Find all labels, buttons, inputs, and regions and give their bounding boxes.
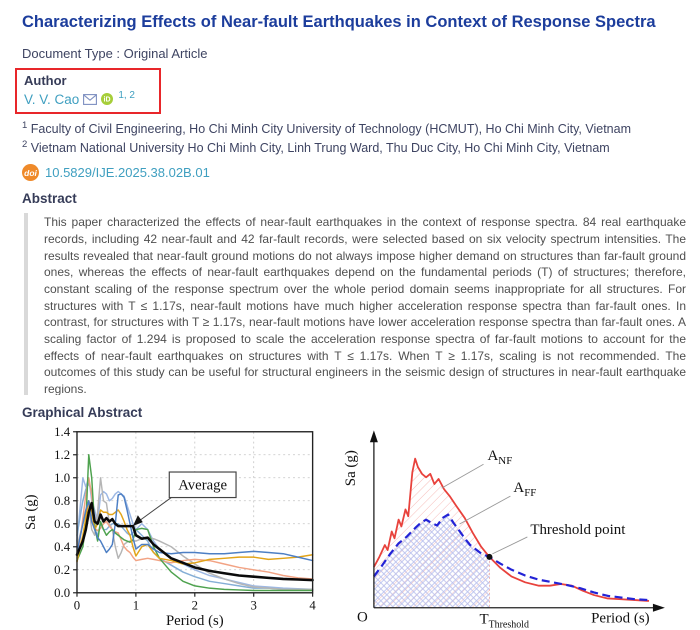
svg-text:O: O	[357, 610, 368, 626]
author-line: V. V. Cao iD 1, 2	[24, 89, 135, 107]
graphical-abstract: 0 1 2 3 4 0.0 0.2 0.4 0.6 0.8 1.0 1.2 1.4 Period (s) S…	[22, 424, 686, 630]
affiliation-item: 2 Vietnam National University Ho Chi Min…	[22, 138, 686, 157]
svg-text:1.0: 1.0	[54, 471, 70, 485]
affiliation-text: Vietnam National University Ho Chi Minh …	[30, 141, 610, 156]
author-section-heading: Author	[24, 73, 67, 89]
svg-text:2: 2	[192, 599, 198, 613]
orcid-icon[interactable]: iD	[101, 93, 114, 106]
svg-text:3: 3	[251, 599, 257, 613]
abstract-text: This paper characterized the effects of …	[24, 213, 686, 396]
svg-text:Sa (g): Sa (g)	[23, 495, 39, 531]
svg-text:0.6: 0.6	[54, 517, 70, 531]
author-highlight-box: Author V. V. Cao iD 1, 2	[15, 68, 161, 114]
affiliation-item: 1 Faculty of Civil Engineering, Ho Chi M…	[22, 119, 686, 138]
doi-link[interactable]: 10.5829/IJE.2025.38.02B.01	[45, 165, 210, 181]
svg-text:0.2: 0.2	[54, 563, 70, 577]
svg-text:Threshold point: Threshold point	[531, 522, 627, 538]
author-affiliation-refs: 1, 2	[118, 89, 135, 101]
svg-text:0.4: 0.4	[54, 540, 71, 554]
affiliations-list: 1 Faculty of Civil Engineering, Ho Chi M…	[22, 119, 686, 158]
doi-row: doi 10.5829/IJE.2025.38.02B.01	[22, 164, 686, 182]
svg-text:TThreshold: TThreshold	[480, 612, 530, 630]
svg-text:iD: iD	[104, 97, 111, 104]
page-title: Characterizing Effects of Near-fault Ear…	[22, 13, 656, 31]
svg-text:1.2: 1.2	[54, 448, 70, 462]
affiliation-marker: 1	[22, 119, 28, 131]
graphical-abstract-heading: Graphical Abstract	[22, 405, 143, 421]
svg-text:Period (s): Period (s)	[591, 611, 650, 627]
author-name-link[interactable]: V. V. Cao	[24, 91, 80, 107]
document-type-label: Document Type : Original Article	[22, 46, 208, 62]
doi-icon[interactable]: doi	[22, 164, 39, 182]
svg-text:Average: Average	[178, 478, 227, 494]
svg-text:AFF: AFF	[514, 480, 537, 499]
svg-text:0.8: 0.8	[54, 494, 70, 508]
email-icon[interactable]	[83, 93, 98, 105]
svg-text:1: 1	[133, 599, 139, 613]
svg-text:0: 0	[74, 599, 80, 613]
svg-text:Sa (g): Sa (g)	[343, 450, 359, 486]
svg-text:0.0: 0.0	[54, 586, 70, 600]
abstract-heading: Abstract	[22, 191, 77, 207]
affiliation-marker: 2	[22, 138, 28, 150]
svg-text:4: 4	[309, 599, 316, 613]
svg-text:1.4: 1.4	[54, 425, 71, 439]
affiliation-text: Faculty of Civil Engineering, Ho Chi Min…	[30, 121, 631, 136]
svg-text:ANF: ANF	[488, 448, 513, 467]
